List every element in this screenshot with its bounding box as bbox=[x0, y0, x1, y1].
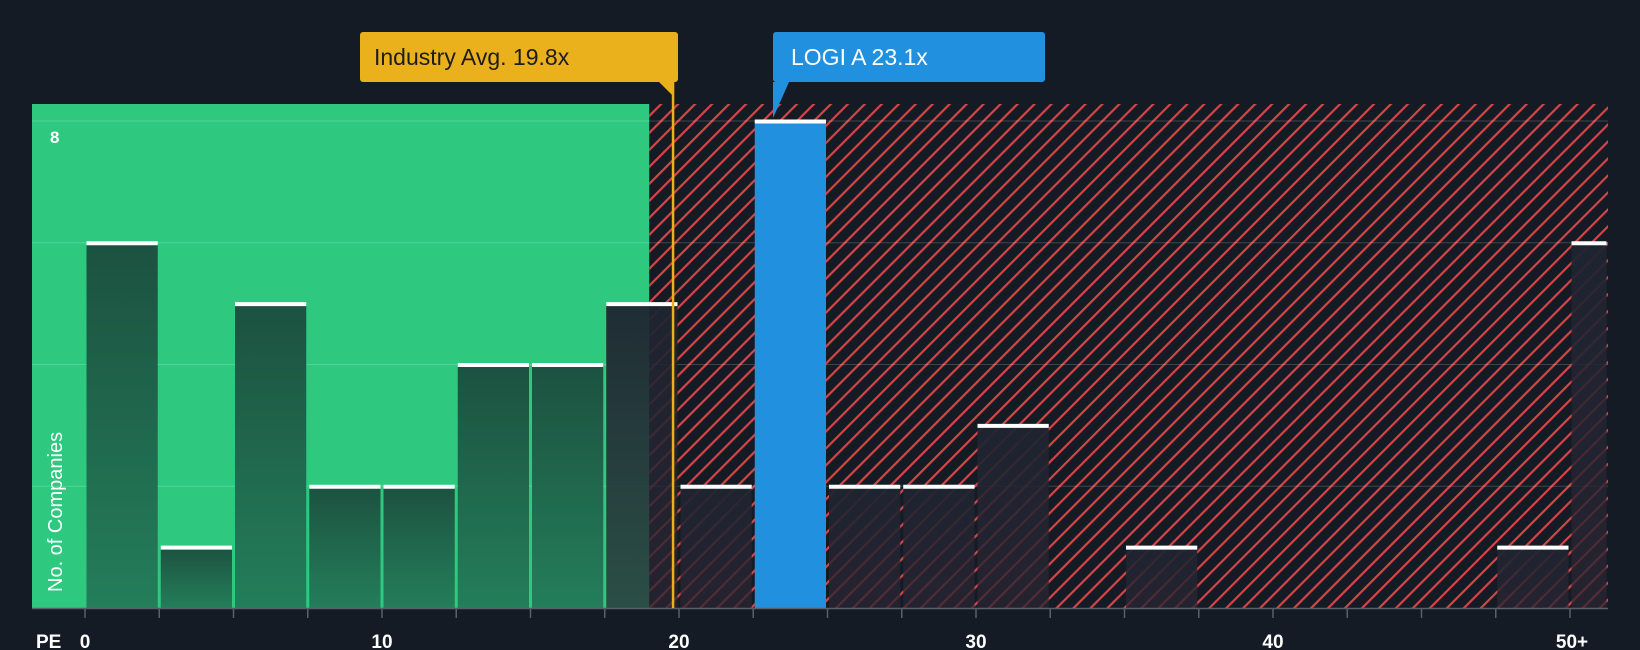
bar-cap-1 bbox=[160, 545, 232, 550]
bar-cap-4 bbox=[383, 484, 455, 489]
bar-bin-20 bbox=[1571, 242, 1607, 608]
bar-bin-9 bbox=[754, 121, 826, 608]
y-axis-label: No. of Companies bbox=[45, 432, 67, 592]
x-tick-label-40: 40 bbox=[1262, 632, 1283, 650]
bar-bin-8 bbox=[680, 486, 752, 608]
bar-cap-10 bbox=[829, 484, 901, 489]
bar-cap-0 bbox=[86, 241, 158, 246]
bar-cap-5 bbox=[457, 363, 529, 367]
bar-bin-19 bbox=[1497, 547, 1569, 608]
bar-bin-2 bbox=[235, 303, 307, 608]
x-tick-label-20: 20 bbox=[668, 632, 689, 650]
bar-bin-3 bbox=[309, 486, 381, 608]
bar-bin-7 bbox=[606, 303, 678, 608]
bar-bin-0 bbox=[86, 242, 158, 608]
y-tick-label-8: 8 bbox=[50, 128, 59, 147]
bar-bin-5 bbox=[457, 364, 529, 608]
bar-cap-12 bbox=[977, 423, 1049, 428]
x-tick-label-50+: 50+ bbox=[1556, 632, 1588, 650]
bar-bin-11 bbox=[903, 486, 975, 608]
bar-cap-2 bbox=[235, 302, 307, 307]
x-tick-label-10: 10 bbox=[371, 632, 392, 650]
bar-bin-10 bbox=[829, 486, 901, 608]
bar-bin-14 bbox=[1126, 547, 1198, 608]
bar-cap-6 bbox=[532, 363, 604, 367]
bar-cap-19 bbox=[1497, 545, 1569, 550]
industry-callout-pointer bbox=[659, 82, 673, 95]
company-pe-callout: LOGI A 23.1x bbox=[773, 32, 1045, 82]
bar-bin-1 bbox=[160, 547, 232, 608]
company-callout-pointer bbox=[773, 82, 789, 118]
x-axis-label: PE bbox=[36, 632, 61, 650]
bar-cap-3 bbox=[309, 484, 381, 489]
bar-bin-12 bbox=[977, 425, 1049, 608]
bar-cap-7 bbox=[606, 302, 678, 307]
bar-cap-11 bbox=[903, 484, 975, 489]
bar-cap-14 bbox=[1126, 545, 1198, 550]
x-tick-label-0: 0 bbox=[80, 632, 91, 650]
bar-bin-6 bbox=[532, 364, 604, 608]
bar-cap-8 bbox=[680, 484, 752, 489]
bar-cap-9 bbox=[754, 119, 826, 124]
bar-bin-4 bbox=[383, 486, 455, 608]
x-tick-label-30: 30 bbox=[965, 632, 986, 650]
industry-average-callout: Industry Avg. 19.8x bbox=[360, 32, 678, 82]
bar-cap-20 bbox=[1571, 241, 1607, 246]
